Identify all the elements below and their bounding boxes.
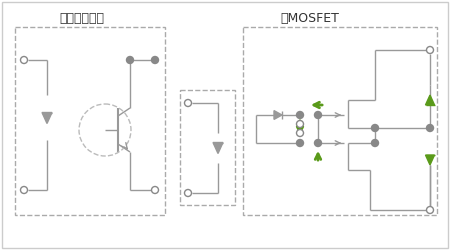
Circle shape bbox=[372, 124, 378, 132]
Circle shape bbox=[297, 140, 303, 146]
Circle shape bbox=[152, 186, 158, 194]
Circle shape bbox=[152, 56, 158, 64]
Circle shape bbox=[315, 140, 321, 146]
Circle shape bbox=[184, 190, 192, 196]
Polygon shape bbox=[213, 142, 223, 154]
Polygon shape bbox=[426, 155, 435, 165]
Polygon shape bbox=[42, 112, 52, 124]
Circle shape bbox=[184, 100, 192, 106]
Circle shape bbox=[315, 112, 321, 118]
Circle shape bbox=[427, 124, 433, 132]
Text: 光MOSFET: 光MOSFET bbox=[280, 12, 339, 24]
Circle shape bbox=[372, 140, 378, 146]
Circle shape bbox=[297, 130, 303, 136]
Circle shape bbox=[427, 46, 433, 54]
Polygon shape bbox=[426, 95, 435, 105]
Polygon shape bbox=[274, 110, 282, 120]
Circle shape bbox=[297, 120, 303, 128]
Circle shape bbox=[297, 112, 303, 118]
Circle shape bbox=[21, 56, 27, 64]
Circle shape bbox=[427, 206, 433, 214]
Circle shape bbox=[21, 186, 27, 194]
Text: フォトカプラ: フォトカプラ bbox=[59, 12, 104, 24]
FancyBboxPatch shape bbox=[2, 2, 448, 248]
Circle shape bbox=[126, 56, 134, 64]
